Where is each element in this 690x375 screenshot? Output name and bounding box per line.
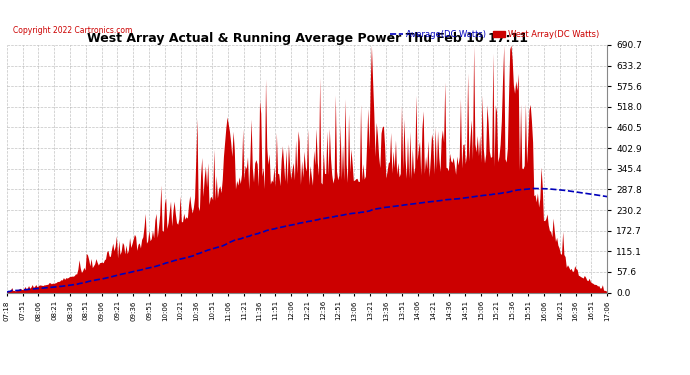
Title: West Array Actual & Running Average Power Thu Feb 10 17:11: West Array Actual & Running Average Powe… xyxy=(86,32,528,45)
Text: Copyright 2022 Cartronics.com: Copyright 2022 Cartronics.com xyxy=(13,26,132,35)
Legend: Average(DC Watts), West Array(DC Watts): Average(DC Watts), West Array(DC Watts) xyxy=(387,27,603,42)
